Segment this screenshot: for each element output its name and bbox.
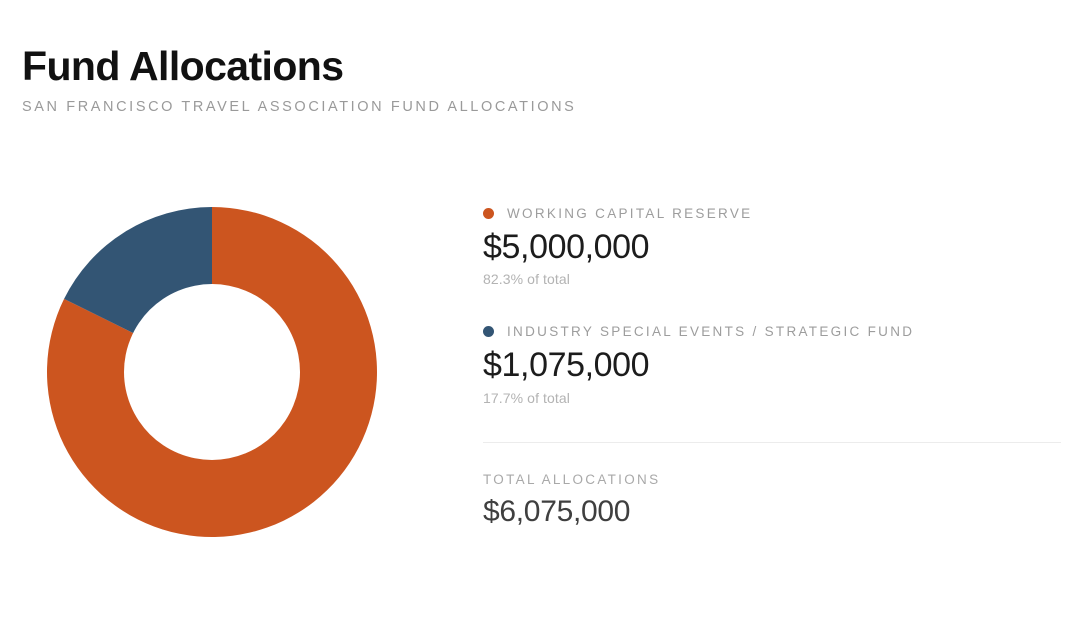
legend-item-value: $1,075,000 — [483, 346, 650, 385]
legend-item-label: WORKING CAPITAL RESERVE — [507, 206, 753, 221]
legend-color-dot-icon — [483, 326, 494, 338]
legend-item-value: $5,000,000 — [483, 228, 650, 266]
page-subtitle: SAN FRANCISCO TRAVEL ASSOCIATION FUND AL… — [22, 98, 577, 115]
legend-item-share: 17.7% of total — [483, 389, 571, 406]
legend-head: WORKING CAPITAL RESERVE — [483, 205, 1061, 222]
legend-head: INDUSTRY SPECIAL EVENTS / STRATEGIC FUND — [483, 323, 1061, 340]
allocations-stats-panel: WORKING CAPITAL RESERVE $5,000,000 82.3%… — [483, 205, 1061, 528]
total-allocations-value: $6,075,000 — [483, 494, 631, 528]
legend-item-share: 82.3% of total — [483, 271, 571, 288]
donut-chart-svg — [46, 207, 377, 537]
legend-item-industry-special-events[interactable]: INDUSTRY SPECIAL EVENTS / STRATEGIC FUND… — [483, 323, 1061, 406]
donut-chart — [30, 190, 430, 570]
total-allocations-block: TOTAL ALLOCATIONS $6,075,000 — [483, 472, 1061, 528]
panel-divider — [483, 441, 1061, 443]
legend-item-label: INDUSTRY SPECIAL EVENTS / STRATEGIC FUND — [507, 324, 915, 340]
legend-item-working-capital-reserve[interactable]: WORKING CAPITAL RESERVE $5,000,000 82.3%… — [483, 205, 1061, 287]
page-header: Fund Allocations SAN FRANCISCO TRAVEL AS… — [22, 43, 922, 115]
legend-color-dot-icon — [483, 208, 494, 219]
donut-center-hole — [124, 284, 300, 460]
total-allocations-label: TOTAL ALLOCATIONS — [483, 471, 661, 487]
page-title: Fund Allocations — [22, 43, 344, 89]
